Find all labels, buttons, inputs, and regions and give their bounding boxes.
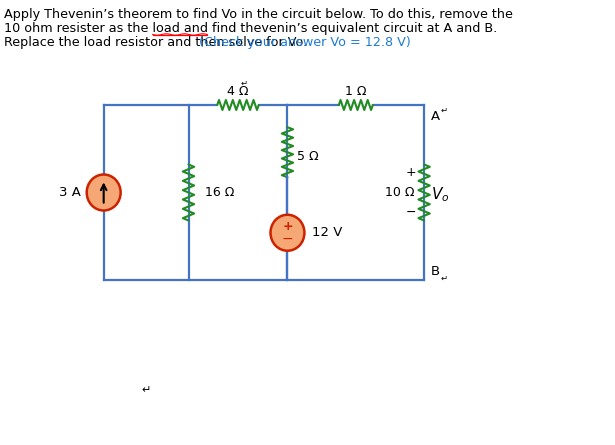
Text: ↵: ↵: [141, 385, 151, 395]
Circle shape: [271, 215, 304, 251]
Text: A: A: [430, 110, 440, 123]
Text: ↵: ↵: [440, 274, 447, 283]
Text: 16 Ω: 16 Ω: [205, 186, 235, 199]
Text: (Check your answer Vo = 12.8 V): (Check your answer Vo = 12.8 V): [195, 36, 411, 49]
Text: Replace the load resistor and then solve for Vo.: Replace the load resistor and then solve…: [4, 36, 307, 49]
Text: $V_o$: $V_o$: [430, 185, 449, 204]
Text: ↵: ↵: [440, 106, 447, 115]
Text: 10 Ω: 10 Ω: [384, 186, 414, 199]
Text: 3 A: 3 A: [59, 186, 81, 199]
Circle shape: [87, 174, 121, 210]
Text: −: −: [282, 232, 293, 246]
Text: 1 Ω: 1 Ω: [345, 85, 367, 97]
Text: 10 ohm resister as the load and find thevenin’s equivalent circuit at A and B.: 10 ohm resister as the load and find the…: [4, 22, 497, 35]
Text: ↵: ↵: [240, 78, 247, 88]
Text: Apply Thevenin’s theorem to find Vo in the circuit below. To do this, remove the: Apply Thevenin’s theorem to find Vo in t…: [4, 8, 513, 21]
Text: −: −: [406, 206, 416, 219]
Text: 4 Ω: 4 Ω: [227, 85, 248, 97]
Text: 5 Ω: 5 Ω: [297, 150, 319, 163]
Text: +: +: [406, 166, 416, 179]
Text: +: +: [282, 220, 293, 233]
Text: 12 V: 12 V: [312, 226, 343, 239]
Text: B: B: [430, 265, 440, 278]
